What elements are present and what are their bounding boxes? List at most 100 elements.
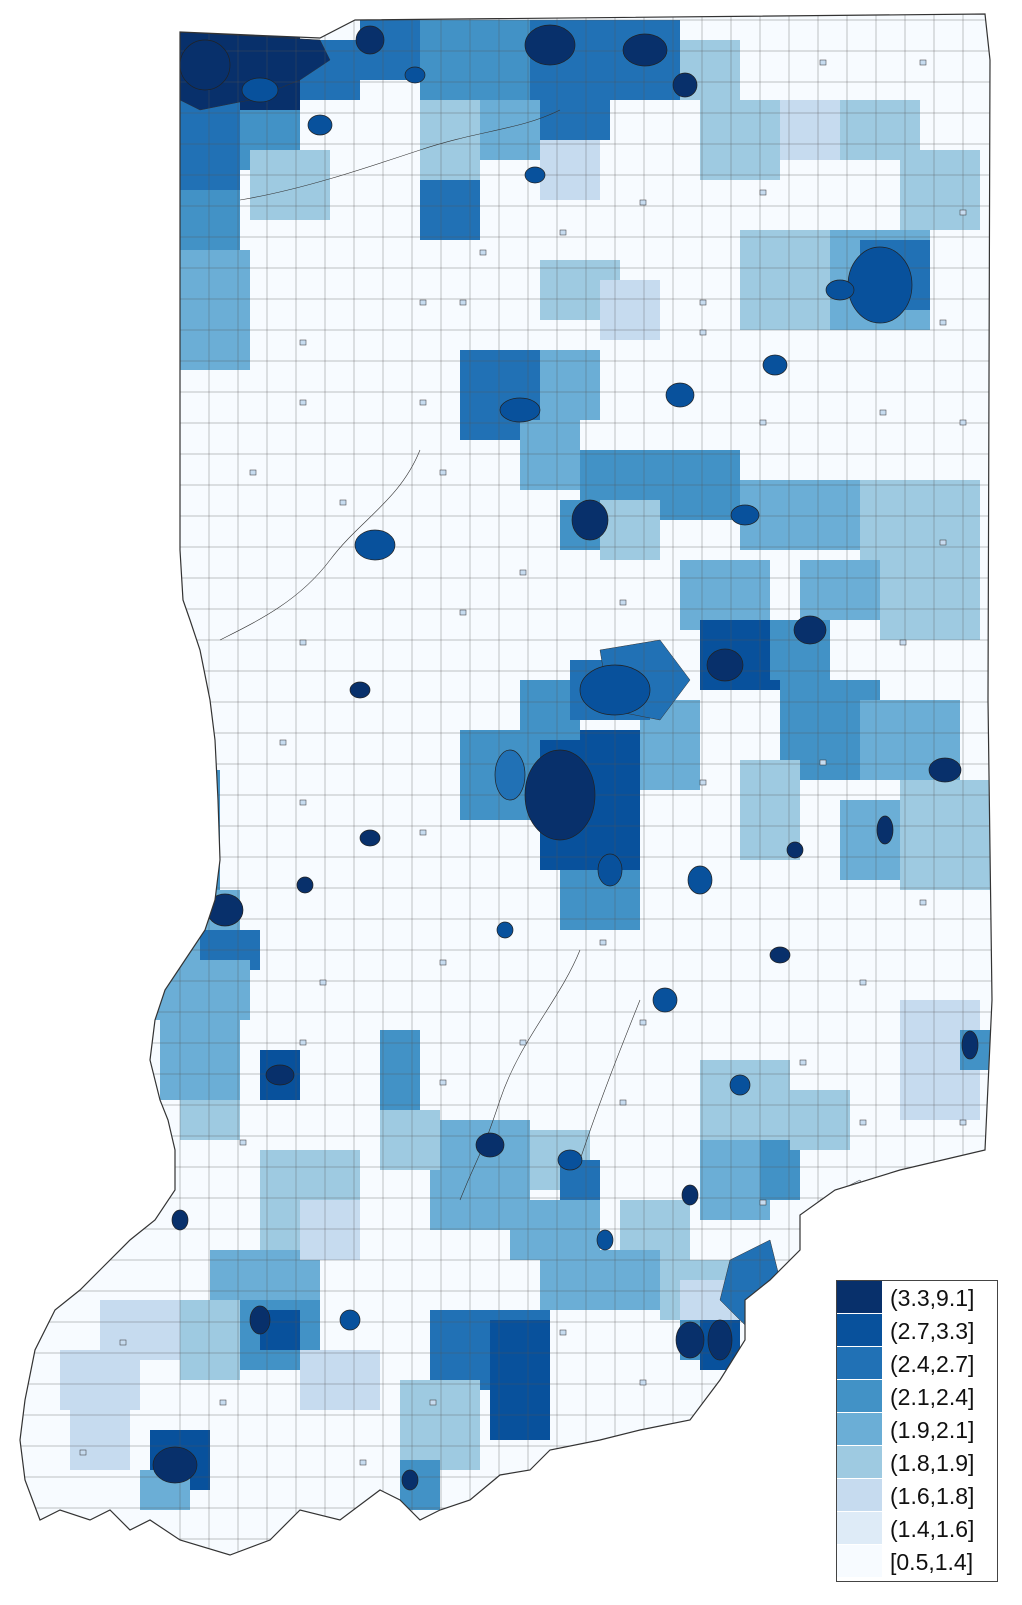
- city-area: [847, 246, 913, 324]
- county-region: [520, 420, 580, 490]
- town-area: [299, 399, 307, 406]
- county-region: [70, 1410, 130, 1470]
- town-area: [799, 1059, 807, 1066]
- city-area: [339, 1309, 361, 1331]
- legend-item: (3.3,9.1]: [837, 1281, 997, 1314]
- city-area: [652, 987, 678, 1013]
- river-line: [219, 449, 421, 641]
- legend-swatch: [837, 1380, 882, 1413]
- legend-item: (2.7,3.3]: [837, 1314, 997, 1347]
- county-region: [740, 230, 830, 330]
- legend-item: (1.4,1.6]: [837, 1512, 997, 1545]
- county-region: [790, 1090, 850, 1150]
- town-area: [439, 1079, 447, 1086]
- town-area: [319, 979, 327, 986]
- county-region: [400, 1380, 480, 1470]
- city-area: [152, 1446, 198, 1484]
- city-area: [179, 39, 231, 91]
- county-region: [900, 150, 980, 230]
- town-area: [419, 829, 427, 836]
- county-region: [300, 1350, 380, 1410]
- legend-swatch: [837, 1413, 882, 1446]
- county-region: [420, 180, 480, 240]
- legend-item: [0.5,1.4]: [837, 1545, 997, 1578]
- county-region: [380, 1030, 420, 1110]
- town-area: [359, 1459, 367, 1466]
- city-area: [825, 279, 855, 301]
- city-area: [524, 749, 596, 841]
- city-area: [349, 681, 371, 699]
- legend-label: (1.9,2.1]: [890, 1417, 975, 1443]
- county-region: [420, 20, 530, 100]
- town-area: [939, 319, 947, 326]
- county-region: [180, 100, 240, 190]
- city-area: [475, 1132, 505, 1158]
- city-area: [496, 921, 514, 939]
- city-area: [687, 865, 713, 895]
- city-area: [307, 114, 333, 136]
- county-region: [600, 500, 660, 560]
- town-area: [299, 799, 307, 806]
- county-region: [300, 1200, 360, 1260]
- city-area: [729, 1074, 751, 1096]
- city-area: [401, 1469, 419, 1491]
- town-area: [699, 329, 707, 336]
- town-area: [79, 1449, 87, 1456]
- county-region: [860, 480, 980, 570]
- county-region: [180, 1300, 240, 1380]
- city-area: [265, 1064, 295, 1086]
- county-region: [380, 1110, 440, 1170]
- city-area: [557, 1149, 583, 1171]
- city-area: [206, 893, 244, 927]
- town-area: [959, 209, 967, 216]
- river-line: [579, 999, 641, 1161]
- legend-label: (1.6,1.8]: [890, 1483, 975, 1509]
- town-area: [699, 779, 707, 786]
- town-area: [459, 299, 467, 306]
- city-area: [171, 1209, 189, 1231]
- legend-swatch: [837, 1545, 882, 1578]
- county-region: [160, 1020, 240, 1100]
- map-legend: (3.3,9.1] (2.7,3.3] (2.4,2.7] (2.1,2.4] …: [836, 1280, 998, 1582]
- state-outline: [19, 13, 993, 1556]
- legend-item: (1.9,2.1]: [837, 1413, 997, 1446]
- city-area: [786, 841, 804, 859]
- city-area: [707, 1319, 733, 1361]
- city-area: [793, 615, 827, 645]
- county-region: [60, 1350, 140, 1410]
- town-area: [519, 569, 527, 576]
- town-area: [239, 1139, 247, 1146]
- city-area: [769, 946, 791, 964]
- county-region: [900, 780, 990, 890]
- legend-swatch: [837, 1314, 882, 1347]
- legend-item: (1.8,1.9]: [837, 1446, 997, 1479]
- legend-label: (3.3,9.1]: [890, 1285, 975, 1311]
- town-area: [759, 189, 767, 196]
- county-region: [780, 100, 850, 160]
- legend-item: (1.6,1.8]: [837, 1479, 997, 1512]
- town-area: [519, 1039, 527, 1046]
- town-area: [479, 249, 487, 256]
- city-area: [762, 354, 788, 376]
- legend-label: (1.4,1.6]: [890, 1516, 975, 1542]
- town-area: [599, 939, 607, 946]
- city-area: [571, 499, 609, 541]
- town-area: [819, 59, 827, 66]
- legend-item: (2.4,2.7]: [837, 1347, 997, 1380]
- city-area: [355, 25, 385, 55]
- town-area: [339, 499, 347, 506]
- river-line: [459, 949, 581, 1201]
- city-area: [622, 33, 668, 67]
- town-area: [459, 609, 467, 616]
- town-area: [299, 639, 307, 646]
- legend-label: (2.7,3.3]: [890, 1318, 975, 1344]
- legend-label: [0.5,1.4]: [890, 1549, 974, 1575]
- town-area: [429, 1399, 437, 1406]
- county-region: [480, 100, 540, 160]
- city-area: [524, 166, 546, 184]
- town-area: [119, 1339, 127, 1346]
- town-area: [559, 1329, 567, 1336]
- town-area: [939, 539, 947, 546]
